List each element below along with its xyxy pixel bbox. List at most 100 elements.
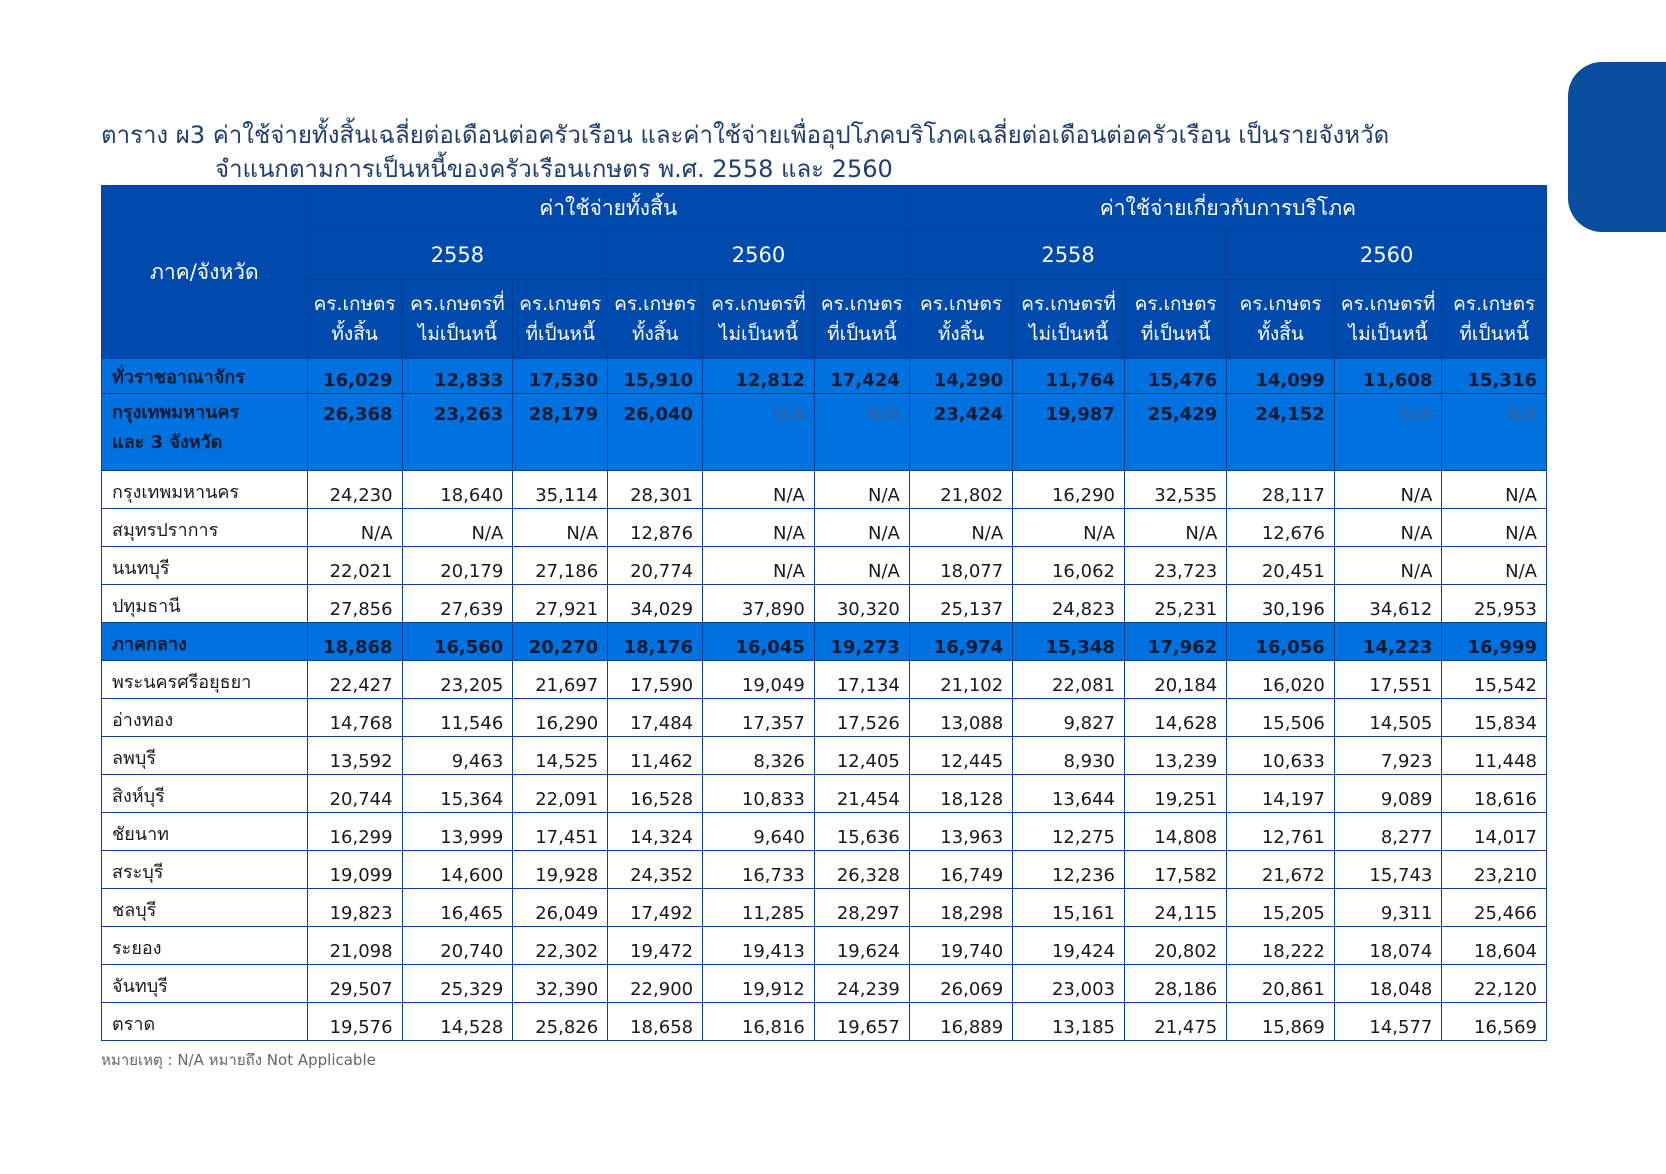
value-cell: 25,953 bbox=[1441, 584, 1547, 623]
value-cell: 14,505 bbox=[1333, 698, 1443, 737]
region-name: ระยอง bbox=[112, 938, 162, 959]
value-cell: 14,628 bbox=[1123, 698, 1228, 737]
column-header: คร.เกษตร ที่เป็นหนี้ bbox=[1123, 279, 1228, 359]
column-header: คร.เกษตรที่ ไม่เป็นหนี้ bbox=[1333, 279, 1443, 359]
value-cell: 16,749 bbox=[908, 850, 1014, 889]
region-name-line-2: และ 3 จังหวัด bbox=[112, 432, 223, 453]
side-tab bbox=[1568, 62, 1666, 232]
value-cell: 20,774 bbox=[607, 546, 704, 585]
value-cell: 13,088 bbox=[908, 698, 1014, 737]
value-cell: N/A bbox=[1441, 508, 1547, 547]
value-cell: 26,069 bbox=[908, 964, 1014, 1003]
table-row: ระยอง 21,098 20,740 22,302 19,472 19,413 19,62… bbox=[101, 926, 1547, 965]
value-cell: 13,239 bbox=[1123, 736, 1228, 775]
column-header-line: ไม่เป็นหนี้ bbox=[718, 323, 799, 345]
value-cell: N/A bbox=[702, 393, 815, 471]
value-cell: 12,876 bbox=[607, 508, 704, 547]
value-cell: 12,812 bbox=[702, 358, 815, 394]
value-cell: 16,029 bbox=[306, 358, 403, 394]
value-cell: 15,476 bbox=[1123, 358, 1228, 394]
value-cell: 18,128 bbox=[908, 774, 1014, 813]
value-cell: 16,528 bbox=[607, 774, 704, 813]
value-cell: 28,117 bbox=[1226, 470, 1335, 509]
column-header: คร.เกษตร ทั้งสิ้น bbox=[1226, 279, 1335, 359]
region-name: ชัยนาท bbox=[112, 824, 170, 845]
region-name: สระบุรี bbox=[112, 862, 164, 883]
value-cell: 17,526 bbox=[813, 698, 910, 737]
value-cell: 19,273 bbox=[813, 622, 910, 661]
region-name-cell: สิงห์บุรี bbox=[101, 774, 308, 813]
value-cell: 16,569 bbox=[1441, 1002, 1547, 1041]
value-cell: 14,017 bbox=[1441, 812, 1547, 851]
table-row: พระนครศรีอยุธยา 22,427 23,205 21,697 17,590 1… bbox=[101, 660, 1547, 699]
value-cell: 16,733 bbox=[702, 850, 815, 889]
value-cell: N/A bbox=[813, 508, 910, 547]
column-header: คร.เกษตรที่เป็นหนี้ bbox=[1441, 279, 1547, 359]
value-cell: N/A bbox=[702, 546, 815, 585]
value-cell: 19,928 bbox=[512, 850, 609, 889]
value-cell: 18,298 bbox=[908, 888, 1014, 927]
table-row: สระบุรี 19,099 14,600 19,928 24,352 16,733 26,… bbox=[101, 850, 1547, 889]
region-name-cell: ระยอง bbox=[101, 926, 308, 965]
region-name-cell: อ่างทอง bbox=[101, 698, 308, 737]
value-cell: 17,357 bbox=[702, 698, 815, 737]
value-cell: 17,424 bbox=[813, 358, 910, 394]
value-cell: 12,445 bbox=[908, 736, 1014, 775]
value-cell: 24,152 bbox=[1226, 393, 1335, 471]
title-line-2: จำแนกตามการเป็นหนี้ของครัวเรือนเกษตร พ.ศ… bbox=[215, 155, 893, 183]
column-header-line: ทั้งสิ้น bbox=[331, 323, 378, 345]
value-cell: 16,560 bbox=[401, 622, 514, 661]
value-cell: 29,507 bbox=[306, 964, 403, 1003]
value-cell: 16,062 bbox=[1012, 546, 1125, 585]
column-header: คร.เกษตรที่ไม่เป็นหนี้ bbox=[401, 279, 514, 359]
column-header-line: คร.เกษตรที่ bbox=[410, 293, 505, 315]
value-cell: 11,546 bbox=[401, 698, 514, 737]
value-cell: 22,302 bbox=[512, 926, 609, 965]
value-cell: 12,236 bbox=[1012, 850, 1125, 889]
region-name: สมุทรปราการ bbox=[112, 520, 219, 541]
column-header-line: ทั้งสิ้น bbox=[631, 323, 679, 345]
column-header-line: ที่เป็นหนี้ bbox=[1459, 323, 1529, 345]
summary-row: กรุงเทพมหานคร และ 3 จังหวัด 26,368 23,263 28… bbox=[101, 393, 1547, 471]
value-cell: 23,210 bbox=[1441, 850, 1547, 889]
region-name: กรุงเทพมหานคร bbox=[112, 402, 240, 423]
value-cell: N/A bbox=[1441, 393, 1547, 471]
value-cell: 27,639 bbox=[401, 584, 514, 623]
value-cell: N/A bbox=[1441, 546, 1547, 585]
value-cell: 23,424 bbox=[908, 393, 1014, 471]
value-cell: N/A bbox=[306, 508, 403, 547]
value-cell: 11,285 bbox=[702, 888, 815, 927]
value-cell: 14,290 bbox=[908, 358, 1014, 394]
value-cell: N/A bbox=[813, 546, 910, 585]
region-name-cell: ภาคกลาง bbox=[101, 622, 308, 661]
value-cell: 21,802 bbox=[908, 470, 1014, 509]
value-cell: 14,528 bbox=[401, 1002, 514, 1041]
table-title: ตาราง ผ3 ค่าใช้จ่ายทั้งสิ้นเฉลี่ยต่อเดือ… bbox=[101, 118, 1551, 186]
value-cell: 12,275 bbox=[1012, 812, 1125, 851]
value-cell: 12,761 bbox=[1226, 812, 1335, 851]
value-cell: 14,768 bbox=[306, 698, 403, 737]
region-name: พระนครศรีอยุธยา bbox=[112, 672, 252, 693]
value-cell: 20,861 bbox=[1226, 964, 1335, 1003]
column-header-line: ไม่เป็นหนี้ bbox=[417, 323, 497, 345]
value-cell: 17,134 bbox=[813, 660, 910, 699]
value-cell: 15,364 bbox=[401, 774, 514, 813]
column-header-line: ไม่เป็นหนี้ bbox=[1348, 323, 1428, 345]
value-cell: 26,328 bbox=[813, 850, 910, 889]
value-cell: N/A bbox=[908, 508, 1014, 547]
value-cell: N/A bbox=[1012, 508, 1125, 547]
value-cell: 22,021 bbox=[306, 546, 403, 585]
consumption-expense-header: ค่าใช้จ่ายเกี่ยวกับการบริโภค bbox=[908, 185, 1548, 231]
value-cell: N/A bbox=[401, 508, 514, 547]
value-cell: 12,676 bbox=[1226, 508, 1335, 547]
value-cell: 24,230 bbox=[306, 470, 403, 509]
value-cell: 8,326 bbox=[702, 736, 815, 775]
region-name: ภาคกลาง bbox=[112, 634, 187, 655]
value-cell: 19,912 bbox=[702, 964, 815, 1003]
table-row: ลพบุรี 13,592 9,463 14,525 11,462 8,326 12,405… bbox=[101, 736, 1547, 775]
region-name-cell: ชลบุรี bbox=[101, 888, 308, 927]
value-cell: 10,633 bbox=[1226, 736, 1335, 775]
value-cell: 21,672 bbox=[1226, 850, 1335, 889]
column-header-line: คร.เกษตร bbox=[1453, 293, 1536, 315]
value-cell: 32,535 bbox=[1123, 470, 1228, 509]
